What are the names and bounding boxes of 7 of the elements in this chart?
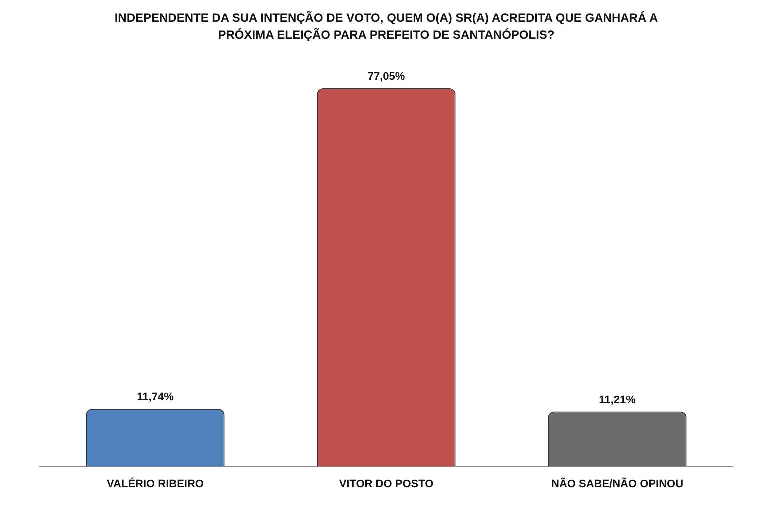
data-label: 77,05% bbox=[368, 71, 406, 84]
x-tick-label: VITOR DO POSTO bbox=[339, 478, 434, 490]
data-label: 11,74% bbox=[137, 392, 174, 404]
x-tick-label: NÃO SABE/NÃO OPINOU bbox=[551, 477, 684, 490]
chart-title: INDEPENDENTE DA SUA INTENÇÃO DE VOTO, QUEM O(A) SR(A) ACREDITA QUE GANHARÁ A PRÓXIMA ELEIÇÃO PARA PREFEITO DE SANTANÓPOLIS? bbox=[114, 10, 660, 44]
data-label: 11,21% bbox=[599, 394, 636, 406]
x-tick-label: VALÉRIO RIBEIRO bbox=[107, 477, 204, 490]
